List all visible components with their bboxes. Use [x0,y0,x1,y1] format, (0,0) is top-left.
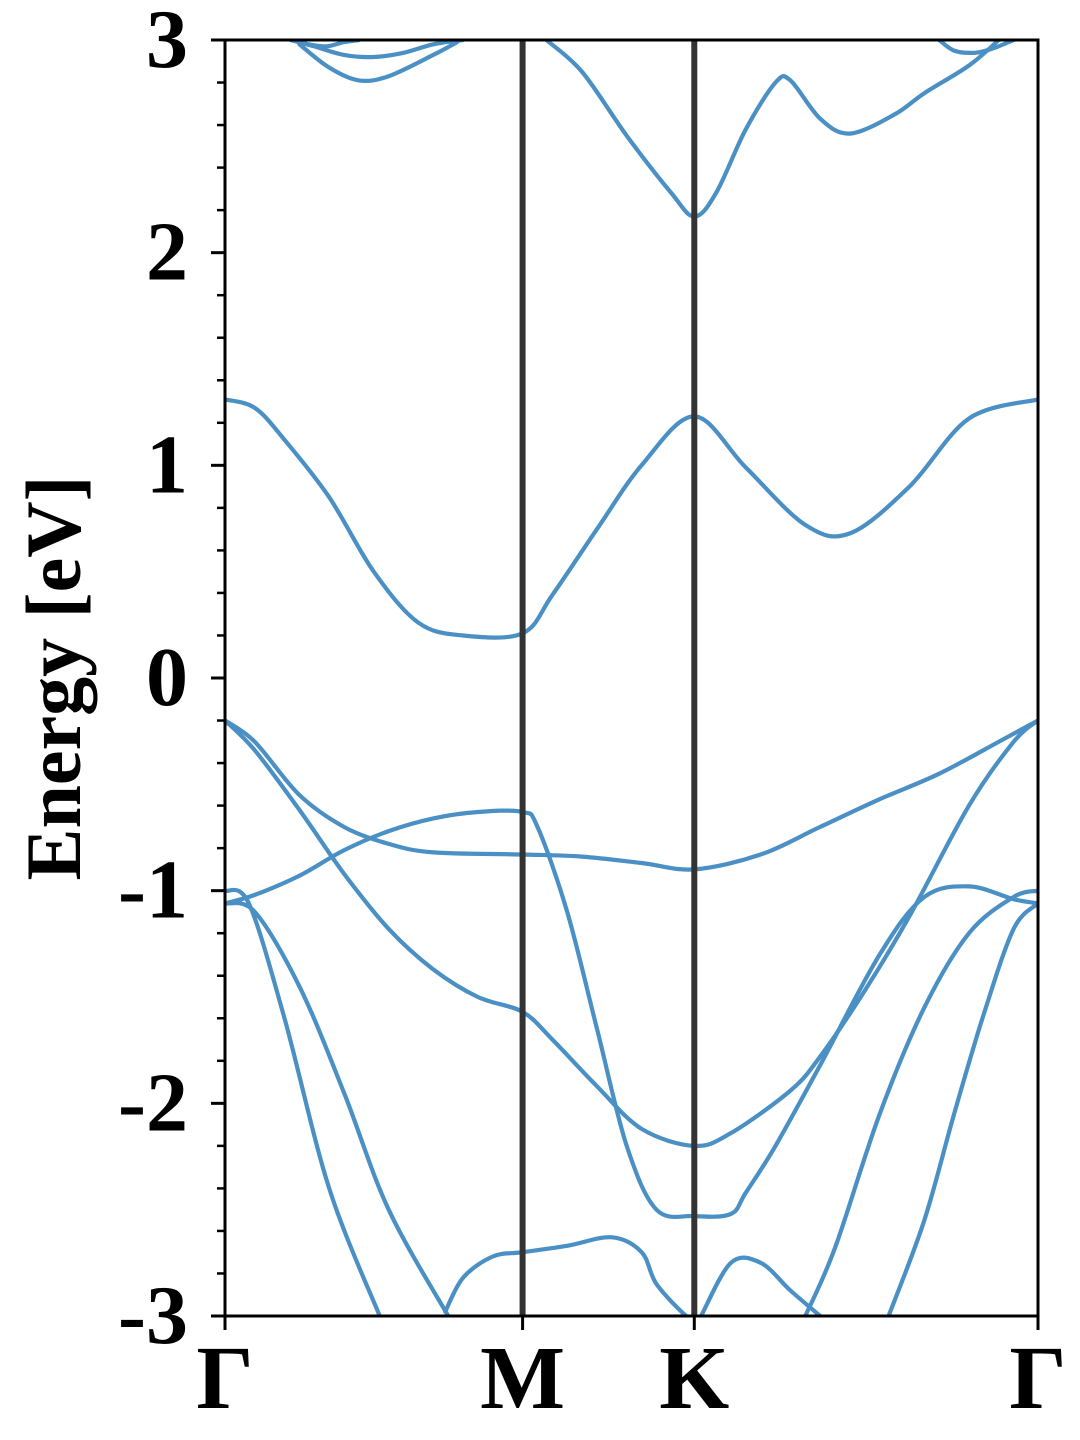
y-tick-label: 3 [146,0,188,86]
high-symmetry-dividers [519,40,698,1316]
y-tick-label: 2 [146,206,188,299]
band-line-1 [225,397,1038,640]
band-line-14 [544,40,1001,219]
x-tick-label: M [480,1329,565,1428]
band-line-4 [225,808,1038,1220]
band-line-9 [803,888,1038,1316]
band-lines [225,40,1038,1316]
band-line-2 [225,718,1038,872]
y-tick-label: -2 [118,1056,188,1149]
y-tick-label: -3 [118,1269,188,1362]
band-line-6 [225,900,451,1316]
y-axis-ticks: -3 -2 -1 0 1 2 3 [118,0,225,1362]
band-line-5 [225,887,382,1316]
y-tick-label: 0 [146,631,188,724]
x-tick-label: K [659,1329,729,1428]
band-line-3 [225,718,1038,1149]
band-line-11 [297,40,460,84]
y-tick-label: 1 [146,418,188,511]
band-line-8 [699,1255,823,1316]
band-line-7 [443,1235,697,1316]
band-line-15 [937,40,1016,55]
band-line-10 [886,901,1038,1316]
x-tick-label: Γ [196,1329,253,1428]
x-tick-label: Γ [1009,1329,1066,1428]
y-tick-label: -1 [118,844,188,937]
y-axis-label: Energy [eV] [10,475,97,880]
plot-frame [223,38,1040,1318]
